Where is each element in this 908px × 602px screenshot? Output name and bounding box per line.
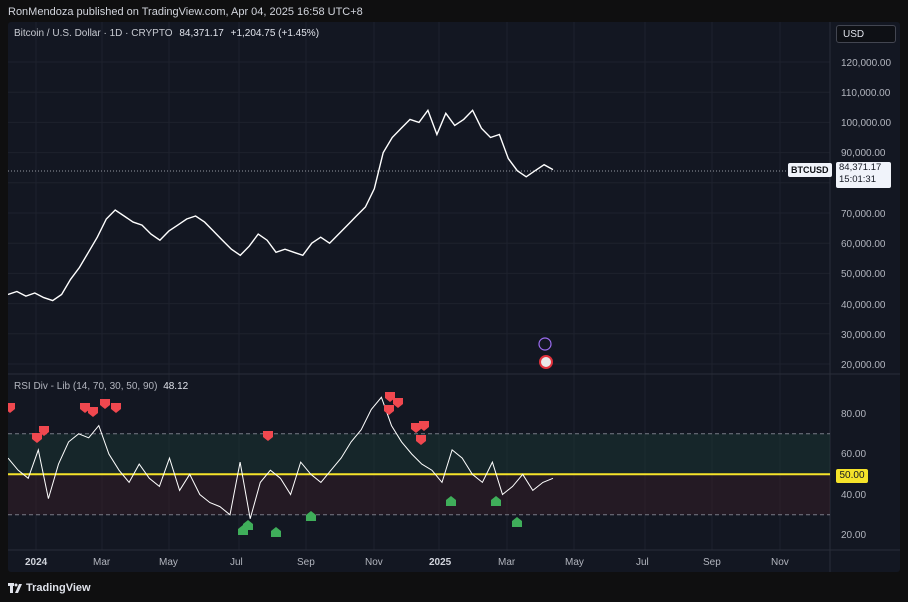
indicator-value: 48.12 xyxy=(163,381,189,392)
tradingview-logo-icon xyxy=(8,583,22,593)
price-axis-label: 50,000.00 xyxy=(841,269,886,280)
symbol-info: Bitcoin / U.S. Dollar · 1D · CRYPTO 84,3… xyxy=(14,28,319,39)
symbol-change: +1,204.75 (+1.45%) xyxy=(230,28,320,39)
price-axis-label: 110,000.00 xyxy=(841,88,891,99)
last-price-box: 84,371.17 15:01:31 xyxy=(836,162,891,188)
price-axis-label: 100,000.00 xyxy=(841,118,892,129)
price-axis-label: 30,000.00 xyxy=(841,330,886,341)
bullish-divergence-marker xyxy=(243,520,253,530)
chart-frame[interactable]: Bitcoin / U.S. Dollar · 1D · CRYPTO 84,3… xyxy=(8,22,900,572)
rsi-axis-label: 40.00 xyxy=(841,490,867,501)
bearish-divergence-marker xyxy=(411,423,421,433)
publisher-text: RonMendoza published on TradingView.com,… xyxy=(8,6,363,18)
price-axis-label: 20,000.00 xyxy=(841,360,886,371)
footer-brand: TradingView xyxy=(26,582,91,594)
bearish-divergence-marker xyxy=(88,407,98,417)
bullish-divergence-marker xyxy=(271,527,281,537)
last-price: 84,371.17 xyxy=(839,162,882,173)
bearish-divergence-marker xyxy=(8,403,15,413)
time-axis-label: Mar xyxy=(498,557,516,568)
time-axis-label: Mar xyxy=(93,557,111,568)
price-axis-label: 60,000.00 xyxy=(841,239,886,250)
rsi-axis-label: 60.00 xyxy=(841,449,867,460)
rsi-bands xyxy=(8,433,830,516)
chart-canvas[interactable] xyxy=(8,22,900,572)
currency-button[interactable]: USD xyxy=(836,25,896,43)
indicator-legend[interactable]: RSI Div - Lib (14, 70, 30, 50, 90) 48.12 xyxy=(14,381,188,392)
footer: TradingView xyxy=(0,578,908,602)
time-axis-label: Sep xyxy=(703,557,721,568)
bearish-divergence-marker xyxy=(100,399,110,409)
ticker-tag: BTCUSD xyxy=(788,163,832,177)
price-line xyxy=(8,108,554,302)
time-axis-label: Nov xyxy=(365,557,383,568)
time-axis-label: Sep xyxy=(297,557,315,568)
divergence-markers xyxy=(8,392,522,537)
bar-countdown: 15:01:31 xyxy=(839,174,876,185)
time-axis-label: May xyxy=(565,557,584,568)
symbol-name: Bitcoin / U.S. Dollar · 1D · CRYPTO xyxy=(14,28,173,39)
indicator-name: RSI Div - Lib (14, 70, 30, 50, 90) xyxy=(14,381,158,392)
midline-tag: 50.00 xyxy=(836,469,868,483)
publish-header: RonMendoza published on TradingView.com,… xyxy=(0,0,908,22)
bearish-divergence-marker xyxy=(416,435,426,445)
time-axis-label: May xyxy=(159,557,178,568)
rsi-line xyxy=(8,396,554,519)
price-axis-label: 90,000.00 xyxy=(841,148,886,159)
bearish-divergence-marker xyxy=(384,405,394,415)
bearish-divergence-marker xyxy=(39,426,49,436)
time-axis-label: 2025 xyxy=(429,557,452,568)
rsi-axis-label: 80.00 xyxy=(841,409,867,420)
price-axis-label: 70,000.00 xyxy=(841,209,886,220)
bullish-divergence-marker xyxy=(491,496,501,506)
symbol-last: 84,371.17 xyxy=(179,28,224,39)
bullish-divergence-marker xyxy=(446,496,456,506)
event-icons xyxy=(538,337,553,369)
rsi-axis-label: 20.00 xyxy=(841,530,867,541)
price-axis-label: 120,000.00 xyxy=(841,58,892,69)
price-axis-label: 40,000.00 xyxy=(841,300,886,311)
time-axis-label: Nov xyxy=(771,557,789,568)
time-axis-label: Jul xyxy=(230,557,243,568)
bearish-divergence-marker xyxy=(80,403,90,413)
lightning-icon xyxy=(538,337,552,351)
bearish-divergence-marker xyxy=(111,403,121,413)
bearish-divergence-marker xyxy=(32,433,42,443)
bullish-divergence-marker xyxy=(306,511,316,521)
bearish-divergence-marker xyxy=(419,421,429,431)
bearish-divergence-marker xyxy=(385,392,395,402)
bearish-divergence-marker xyxy=(393,398,403,408)
oversold-zone xyxy=(8,474,830,515)
grid-lines xyxy=(8,22,830,550)
time-axis-label: Jul xyxy=(636,557,649,568)
bearish-divergence-marker xyxy=(263,431,273,441)
us-flag-icon xyxy=(539,355,553,369)
time-axis-label: 2024 xyxy=(25,557,48,568)
bullish-divergence-marker xyxy=(512,517,522,527)
